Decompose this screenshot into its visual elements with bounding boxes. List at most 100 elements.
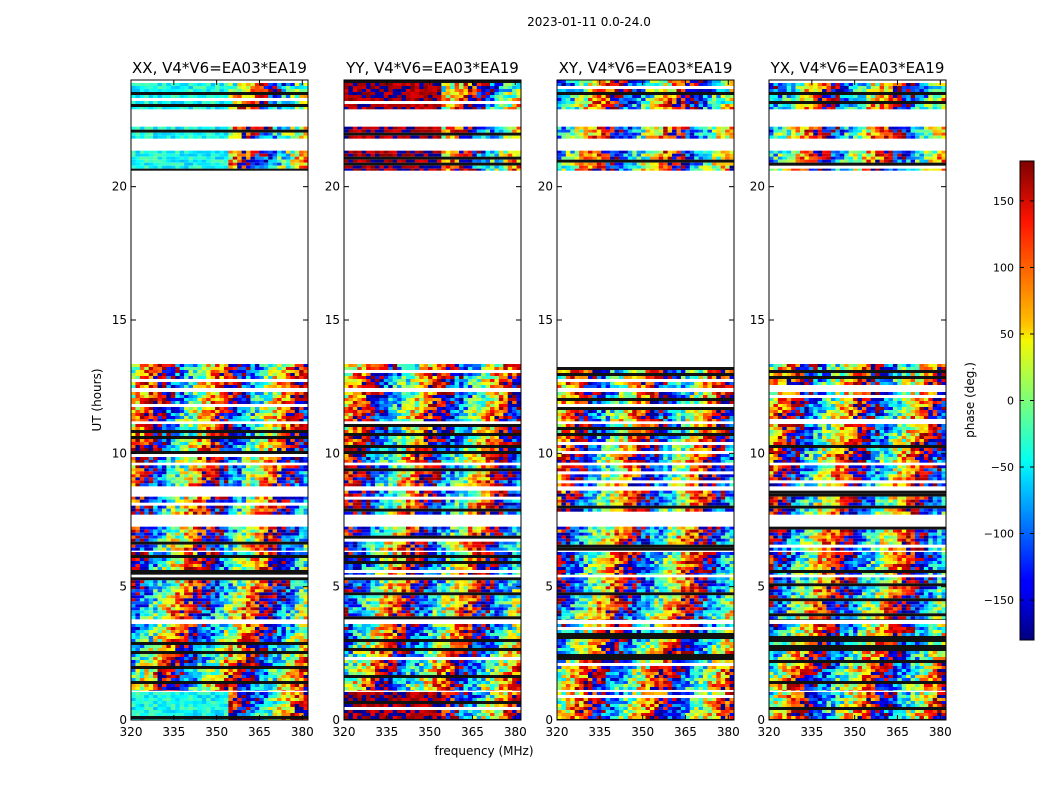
phase-cell <box>175 497 180 500</box>
phase-cell <box>153 663 158 666</box>
phase-cell <box>273 707 278 710</box>
phase-cell <box>202 607 207 610</box>
phase-cell <box>255 613 260 616</box>
phase-cell <box>255 684 260 687</box>
phase-cell <box>286 692 291 695</box>
phase-cell <box>273 648 278 651</box>
phase-cell <box>277 564 282 567</box>
phase-cell <box>180 533 185 536</box>
phase-cell <box>202 580 207 583</box>
phase-cell <box>206 663 211 666</box>
phase-cell <box>233 713 238 716</box>
phase-cell <box>175 616 180 619</box>
phase-cell <box>268 695 273 698</box>
phase-cell <box>158 500 163 503</box>
phase-cell <box>175 692 180 695</box>
phase-cell <box>228 558 233 561</box>
phase-cell <box>224 692 229 695</box>
phase-cell <box>233 592 238 595</box>
phase-cell <box>197 704 202 707</box>
phase-cell <box>246 687 251 690</box>
phase-cell <box>215 607 220 610</box>
phase-cell <box>250 684 255 687</box>
phase-cell <box>228 654 233 657</box>
phase-cell <box>153 645 158 648</box>
phase-cell <box>171 497 176 500</box>
phase-cell <box>228 710 233 713</box>
phase-cell <box>193 627 198 630</box>
phase-cell <box>184 530 189 533</box>
phase-cell <box>158 678 163 681</box>
phase-cell <box>228 552 233 555</box>
phase-cell <box>250 710 255 713</box>
phase-cell <box>215 684 220 687</box>
phase-cell <box>290 592 295 595</box>
phase-cell <box>215 616 220 619</box>
phase-cell <box>140 497 145 500</box>
phase-cell <box>268 704 273 707</box>
phase-cell <box>250 607 255 610</box>
phase-cell <box>259 633 264 636</box>
phase-cell <box>246 610 251 613</box>
phase-cell <box>162 545 167 548</box>
phase-cell <box>273 586 278 589</box>
phase-cell <box>140 610 145 613</box>
phase-cell <box>135 589 140 592</box>
phase-cell <box>237 580 242 583</box>
phase-cell <box>166 636 171 639</box>
phase-cell <box>237 558 242 561</box>
phase-cell <box>273 639 278 642</box>
phase-cell <box>242 530 247 533</box>
phase-cell <box>184 601 189 604</box>
phase-cell <box>224 598 229 601</box>
phase-cell <box>135 684 140 687</box>
phase-cell <box>149 704 154 707</box>
phase-cell <box>281 645 286 648</box>
phase-cell <box>144 586 149 589</box>
phase-cell <box>290 707 295 710</box>
phase-cell <box>250 558 255 561</box>
phase-cell <box>259 684 264 687</box>
phase-cell <box>206 636 211 639</box>
phase-cell <box>193 672 198 675</box>
data-block <box>131 577 308 619</box>
phase-cell <box>273 558 278 561</box>
phase-cell <box>144 561 149 564</box>
phase-cell <box>281 675 286 678</box>
phase-cell <box>166 598 171 601</box>
phase-cell <box>233 586 238 589</box>
phase-cell <box>286 663 291 666</box>
phase-cell <box>193 567 198 570</box>
phase-cell <box>264 645 269 648</box>
phase-cell <box>220 586 225 589</box>
phase-cell <box>166 592 171 595</box>
phase-cell <box>211 692 216 695</box>
phase-cell <box>144 539 149 542</box>
phase-cell <box>242 639 247 642</box>
phase-cell <box>290 545 295 548</box>
phase-cell <box>149 613 154 616</box>
phase-cell <box>286 586 291 589</box>
phase-cell <box>286 654 291 657</box>
phase-cell <box>228 630 233 633</box>
phase-cell <box>206 610 211 613</box>
phase-cell <box>228 536 233 539</box>
phase-cell <box>233 539 238 542</box>
phase-cell <box>220 663 225 666</box>
phase-cell <box>242 663 247 666</box>
phase-cell <box>281 672 286 675</box>
phase-cell <box>131 561 136 564</box>
phase-cell <box>286 601 291 604</box>
phase-cell <box>277 527 282 530</box>
phase-cell <box>171 580 176 583</box>
phase-cell <box>242 645 247 648</box>
phase-cell <box>206 624 211 627</box>
phase-cell <box>264 690 269 691</box>
phase-cell <box>224 607 229 610</box>
phase-cell <box>250 616 255 619</box>
phase-cell <box>237 616 242 619</box>
phase-cell <box>224 567 229 570</box>
phase-cell <box>166 506 171 509</box>
phase-cell <box>211 583 216 586</box>
phase-cell <box>131 545 136 548</box>
